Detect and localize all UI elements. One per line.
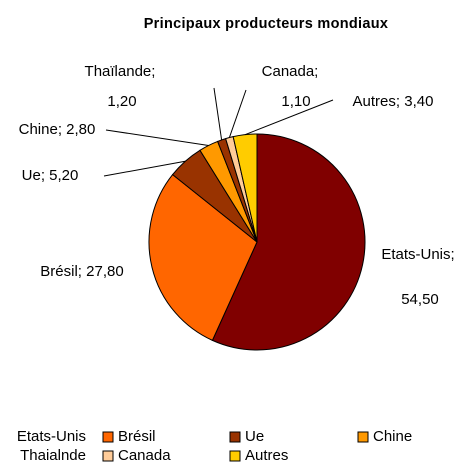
legend-swatch — [102, 431, 114, 443]
legend-label: Chine — [373, 428, 412, 445]
pie-slice — [148, 173, 258, 342]
data-label: 1,10 — [281, 93, 310, 110]
data-label: 1,20 — [107, 93, 136, 110]
legend-label: Autres — [245, 447, 288, 464]
legend-swatch — [229, 450, 241, 462]
leader-line — [244, 99, 334, 136]
data-label: Ue; 5,20 — [22, 167, 79, 184]
leader-line — [103, 160, 186, 177]
legend-label: Canada — [118, 447, 171, 464]
data-label: Etats-Unis; — [381, 246, 454, 263]
chart-title: Principaux producteurs mondiaux — [144, 16, 389, 32]
legend-label: Etats-Unis — [17, 428, 86, 445]
legend-label: Ue — [245, 428, 264, 445]
data-label: Brésil; 27,80 — [40, 263, 123, 280]
legend-swatch — [229, 431, 241, 443]
leader-line — [228, 89, 247, 138]
data-label: Autres; 3,40 — [353, 93, 434, 110]
data-label: Chine; 2,80 — [19, 121, 96, 138]
data-label: Thaïlande; — [85, 63, 156, 80]
pie-slice — [211, 133, 366, 351]
legend-label: Thaialnde — [20, 447, 86, 464]
legend-label: Brésil — [118, 428, 156, 445]
legend-swatch — [357, 431, 369, 443]
leader-line — [105, 129, 209, 146]
leader-line — [213, 87, 223, 141]
legend-swatch — [102, 450, 114, 462]
data-label: Canada; — [262, 63, 319, 80]
data-label: 54,50 — [401, 291, 439, 308]
